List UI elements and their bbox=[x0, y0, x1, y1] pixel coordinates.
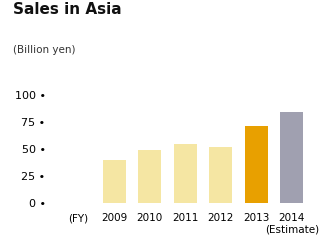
Bar bbox=[174, 144, 197, 203]
Bar bbox=[138, 151, 161, 203]
Bar bbox=[245, 126, 268, 203]
Bar bbox=[103, 160, 126, 203]
Bar bbox=[280, 112, 304, 203]
Text: (Billion yen): (Billion yen) bbox=[13, 45, 75, 55]
Bar bbox=[209, 147, 232, 203]
Text: Sales in Asia: Sales in Asia bbox=[13, 2, 122, 17]
